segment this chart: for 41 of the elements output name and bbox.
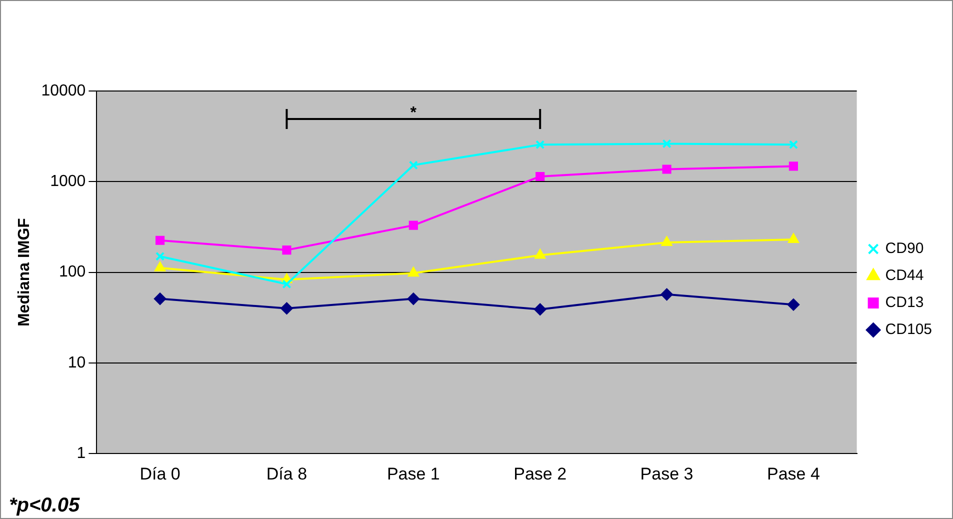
point xyxy=(156,236,165,245)
x-tick-label: Día 0 xyxy=(140,464,180,484)
point xyxy=(788,234,799,244)
point xyxy=(662,139,672,148)
point xyxy=(282,280,292,289)
point xyxy=(408,220,418,230)
point xyxy=(788,140,798,150)
x-tick-label: Pase 1 xyxy=(386,464,440,484)
point xyxy=(154,262,166,272)
x-tick-label: Pase 2 xyxy=(514,464,567,484)
y-tick-label: 1000 xyxy=(50,173,86,190)
point xyxy=(154,292,166,305)
point xyxy=(534,303,546,316)
point xyxy=(536,140,545,150)
x-tick-label: Pase 4 xyxy=(766,464,820,484)
point xyxy=(156,252,165,261)
y-tick-label: 10000 xyxy=(41,82,86,100)
legend-label: CD105 xyxy=(885,321,932,338)
point xyxy=(534,249,546,259)
x-tick-label: Pase 3 xyxy=(640,464,694,484)
y-tick-label: 1 xyxy=(76,445,86,462)
legend-label: CD90 xyxy=(885,240,924,258)
legend-label: CD44 xyxy=(885,267,924,284)
y-tick-label: 100 xyxy=(58,264,86,281)
point xyxy=(661,236,672,246)
point xyxy=(408,160,418,170)
point xyxy=(408,267,419,277)
text: *p<0.05 xyxy=(9,494,80,517)
annotation: * xyxy=(410,104,418,122)
y-tick-label: 10 xyxy=(68,354,86,372)
x-tick-label: Día 8 xyxy=(266,464,308,484)
point xyxy=(282,246,292,255)
point xyxy=(660,288,673,300)
point xyxy=(280,302,293,314)
point xyxy=(662,164,672,174)
point xyxy=(536,172,545,182)
point xyxy=(407,292,420,305)
point xyxy=(788,162,798,171)
y-axis-title: Mediana IMGF xyxy=(16,218,34,327)
point xyxy=(787,298,800,311)
legend-label: CD13 xyxy=(885,294,924,312)
